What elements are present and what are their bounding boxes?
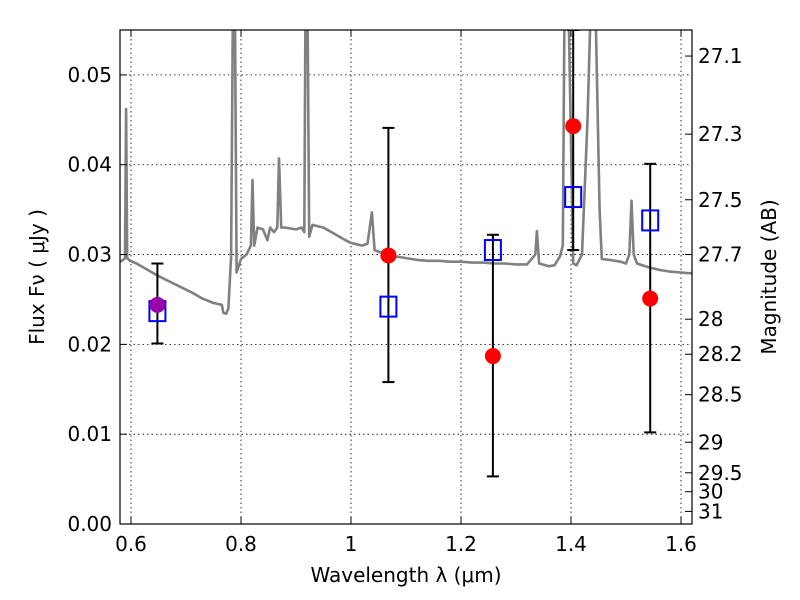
- mag-tick-label: 29: [698, 430, 723, 454]
- mag-tick-label: 27.3: [698, 122, 743, 146]
- x-tick-label: 1: [345, 532, 358, 556]
- x-tick-label: 1.2: [445, 532, 477, 556]
- mag-tick-label: 28.2: [698, 342, 743, 366]
- mag-tick-label: 27.1: [698, 44, 743, 68]
- model-spectrum-line: [120, 30, 692, 316]
- model-band-square: [483, 239, 502, 262]
- observed-flux-point: [484, 348, 501, 365]
- mag-tick-label: 28: [698, 307, 723, 331]
- model-band-square: [564, 186, 583, 209]
- axis-ticks: 0.6 0.8 1 1.2 1.4 1.6 0.00 0.01 0.02 0.03 0.04 0.05…: [67, 30, 743, 556]
- y-tick-label: 0.03: [67, 243, 112, 267]
- mag-tick-label: 31: [698, 499, 723, 523]
- mag-tick-label: 27.7: [698, 243, 743, 267]
- y-axis-label: Flux Fν ( μJy ): [25, 209, 49, 345]
- x-tick-label: 1.4: [555, 532, 587, 556]
- observed-flux-point: [149, 296, 166, 313]
- mag-tick-label: 27.5: [698, 188, 743, 212]
- observed-flux-point: [380, 247, 397, 264]
- grid-lines: [120, 30, 692, 525]
- mag-tick-label: 29.5: [698, 461, 743, 485]
- y-tick-label: 0.04: [67, 153, 112, 177]
- x-tick-label: 0.6: [115, 532, 147, 556]
- observed-flux-point: [642, 290, 659, 307]
- x-axis-label: Wavelength λ (μm): [310, 563, 501, 587]
- x-tick-label: 1.6: [665, 532, 697, 556]
- observed-flux-point: [565, 118, 582, 135]
- model-band-square: [641, 209, 660, 232]
- y-axis-right-label: Magnitude (AB): [757, 199, 781, 354]
- plot-frame: [119, 29, 693, 525]
- y-tick-label: 0.00: [67, 512, 112, 536]
- y-tick-label: 0.02: [67, 332, 112, 356]
- model-band-square: [379, 295, 398, 318]
- mag-tick-label: 28.5: [698, 383, 743, 407]
- plot-area: [120, 30, 692, 478]
- x-tick-label: 0.8: [225, 532, 257, 556]
- y-tick-label: 0.01: [67, 422, 112, 446]
- y-tick-label: 0.05: [67, 63, 112, 87]
- mag-tick-label: 30: [698, 480, 723, 504]
